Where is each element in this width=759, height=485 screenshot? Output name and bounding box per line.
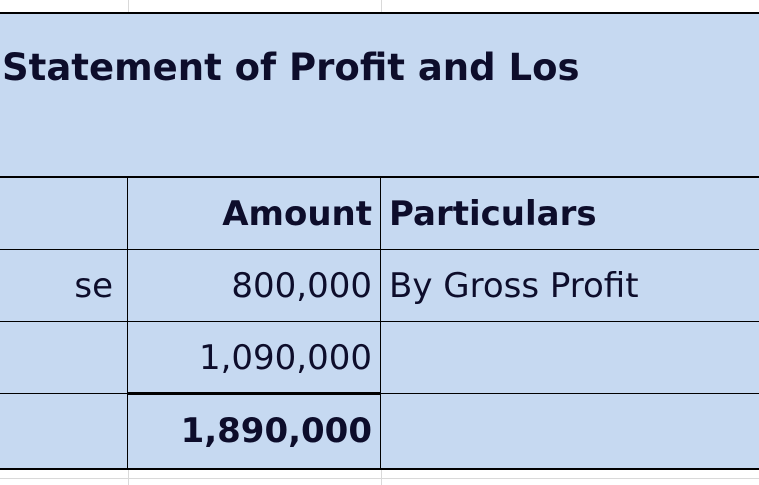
gridline [0, 478, 759, 479]
cell-col1[interactable] [0, 394, 128, 468]
cell-particulars[interactable] [381, 322, 759, 393]
title-cell[interactable]: Statement of Profit and Los [0, 12, 759, 176]
cell-text: se [74, 265, 113, 306]
cell-amount[interactable]: 800,000 [128, 250, 381, 321]
header-cell-particulars[interactable]: Particulars [389, 193, 597, 234]
cell-particulars[interactable]: By Gross Profit [389, 265, 639, 306]
statement-table: Amount Particulars se 800,000 By Gross P… [0, 176, 759, 470]
table-header-row: Amount Particulars [0, 178, 759, 250]
total-top-border [128, 392, 381, 395]
table-row: se 800,000 By Gross Profit [0, 250, 759, 322]
cell-amount-total[interactable]: 1,890,000 [128, 394, 381, 468]
cell-col1[interactable] [0, 322, 128, 393]
header-cell-amount[interactable]: Amount [128, 178, 381, 249]
cell-col1[interactable]: se [0, 250, 128, 321]
statement-title: Statement of Profit and Los [2, 46, 580, 89]
table-row-total: 1,890,000 [0, 394, 759, 468]
cell-particulars[interactable] [381, 394, 759, 468]
header-cell-col1[interactable] [0, 178, 128, 249]
cell-amount[interactable]: 1,090,000 [128, 322, 381, 393]
table-row: 1,090,000 [0, 322, 759, 394]
